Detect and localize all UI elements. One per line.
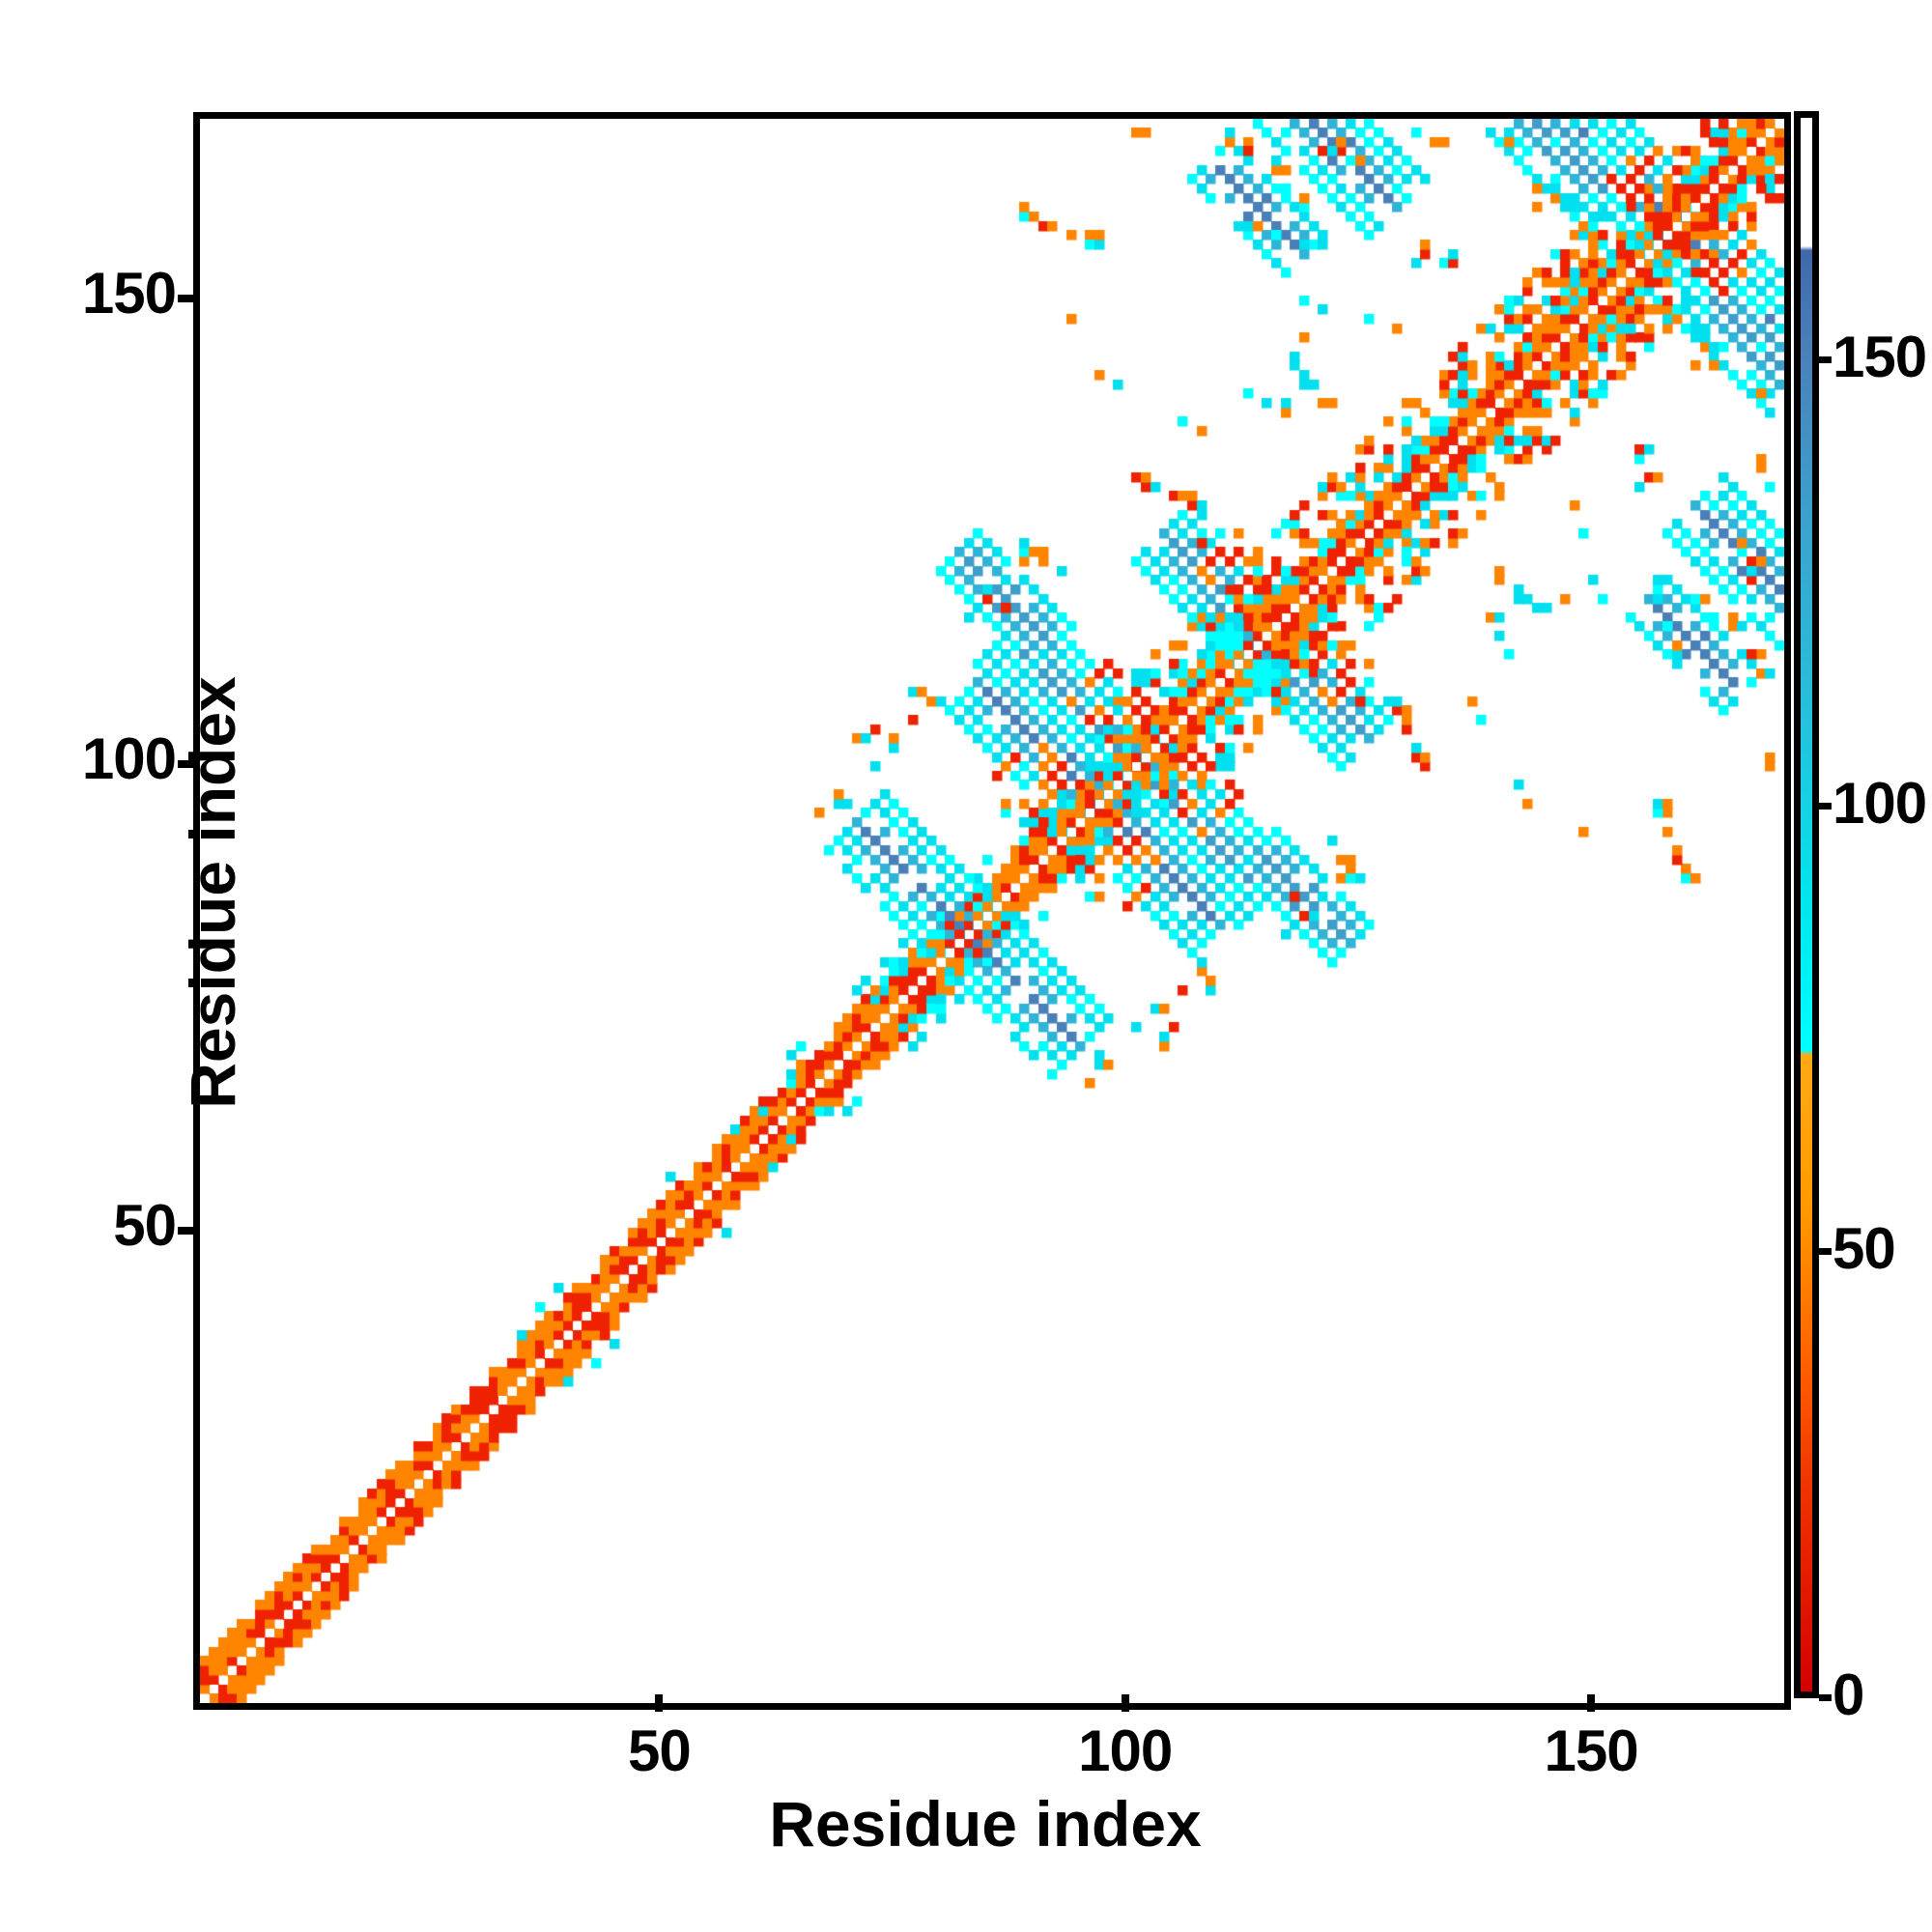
x-tick-150 xyxy=(1587,1694,1596,1712)
colorbar-tick-100 xyxy=(1819,802,1832,810)
y-tick-label-100: 100 xyxy=(81,726,177,792)
colorbar-tick-150 xyxy=(1819,356,1832,364)
contact-map-heatmap xyxy=(200,119,1784,1703)
x-tick-label-100: 100 xyxy=(1078,1719,1173,1783)
x-tick-50 xyxy=(655,1694,664,1712)
contact-map-plot xyxy=(193,112,1791,1710)
x-tick-label-150: 150 xyxy=(1544,1719,1638,1783)
x-tick-label-50: 50 xyxy=(627,1719,692,1783)
colorbar-tick-label-0: 0 xyxy=(1833,1662,1864,1727)
colorbar-tick-label-100: 100 xyxy=(1833,770,1927,836)
x-tick-100 xyxy=(1121,1694,1129,1712)
y-tick-label-50: 50 xyxy=(113,1192,177,1258)
colorbar xyxy=(1794,111,1819,1698)
colorbar-tick-0 xyxy=(1819,1694,1832,1701)
colorbar-gradient xyxy=(1801,118,1812,1691)
colorbar-tick-label-50: 50 xyxy=(1833,1216,1896,1282)
colorbar-tick-label-150: 150 xyxy=(1833,325,1927,390)
y-tick-150 xyxy=(178,294,195,302)
y-tick-label-150: 150 xyxy=(81,260,177,326)
y-axis-title: Residue index xyxy=(177,676,248,1109)
y-tick-100 xyxy=(178,760,195,769)
colorbar-tick-50 xyxy=(1819,1248,1832,1256)
y-tick-50 xyxy=(178,1226,195,1235)
x-axis-title: Residue index xyxy=(769,1788,1202,1860)
